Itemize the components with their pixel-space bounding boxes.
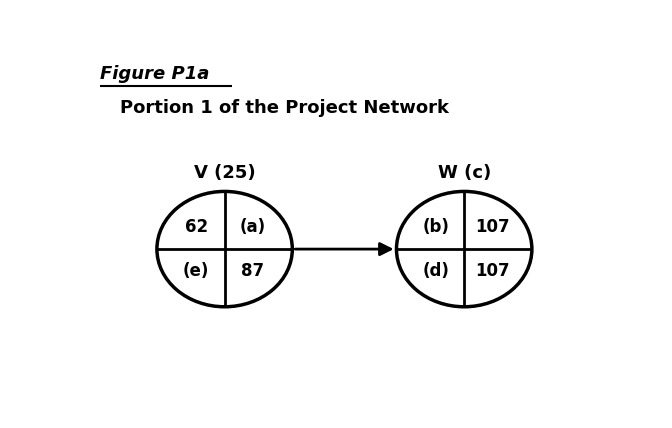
Text: 62: 62: [185, 218, 208, 236]
Text: (e): (e): [183, 262, 210, 280]
Text: Figure P1a: Figure P1a: [99, 65, 209, 83]
Text: (b): (b): [422, 218, 449, 236]
Text: 87: 87: [241, 262, 265, 280]
Text: W (c): W (c): [437, 163, 491, 181]
Text: (a): (a): [240, 218, 266, 236]
Text: Portion 1 of the Project Network: Portion 1 of the Project Network: [120, 99, 450, 117]
Text: (d): (d): [422, 262, 449, 280]
Text: V (25): V (25): [194, 163, 255, 181]
Text: 107: 107: [475, 218, 510, 236]
Text: 107: 107: [475, 262, 510, 280]
